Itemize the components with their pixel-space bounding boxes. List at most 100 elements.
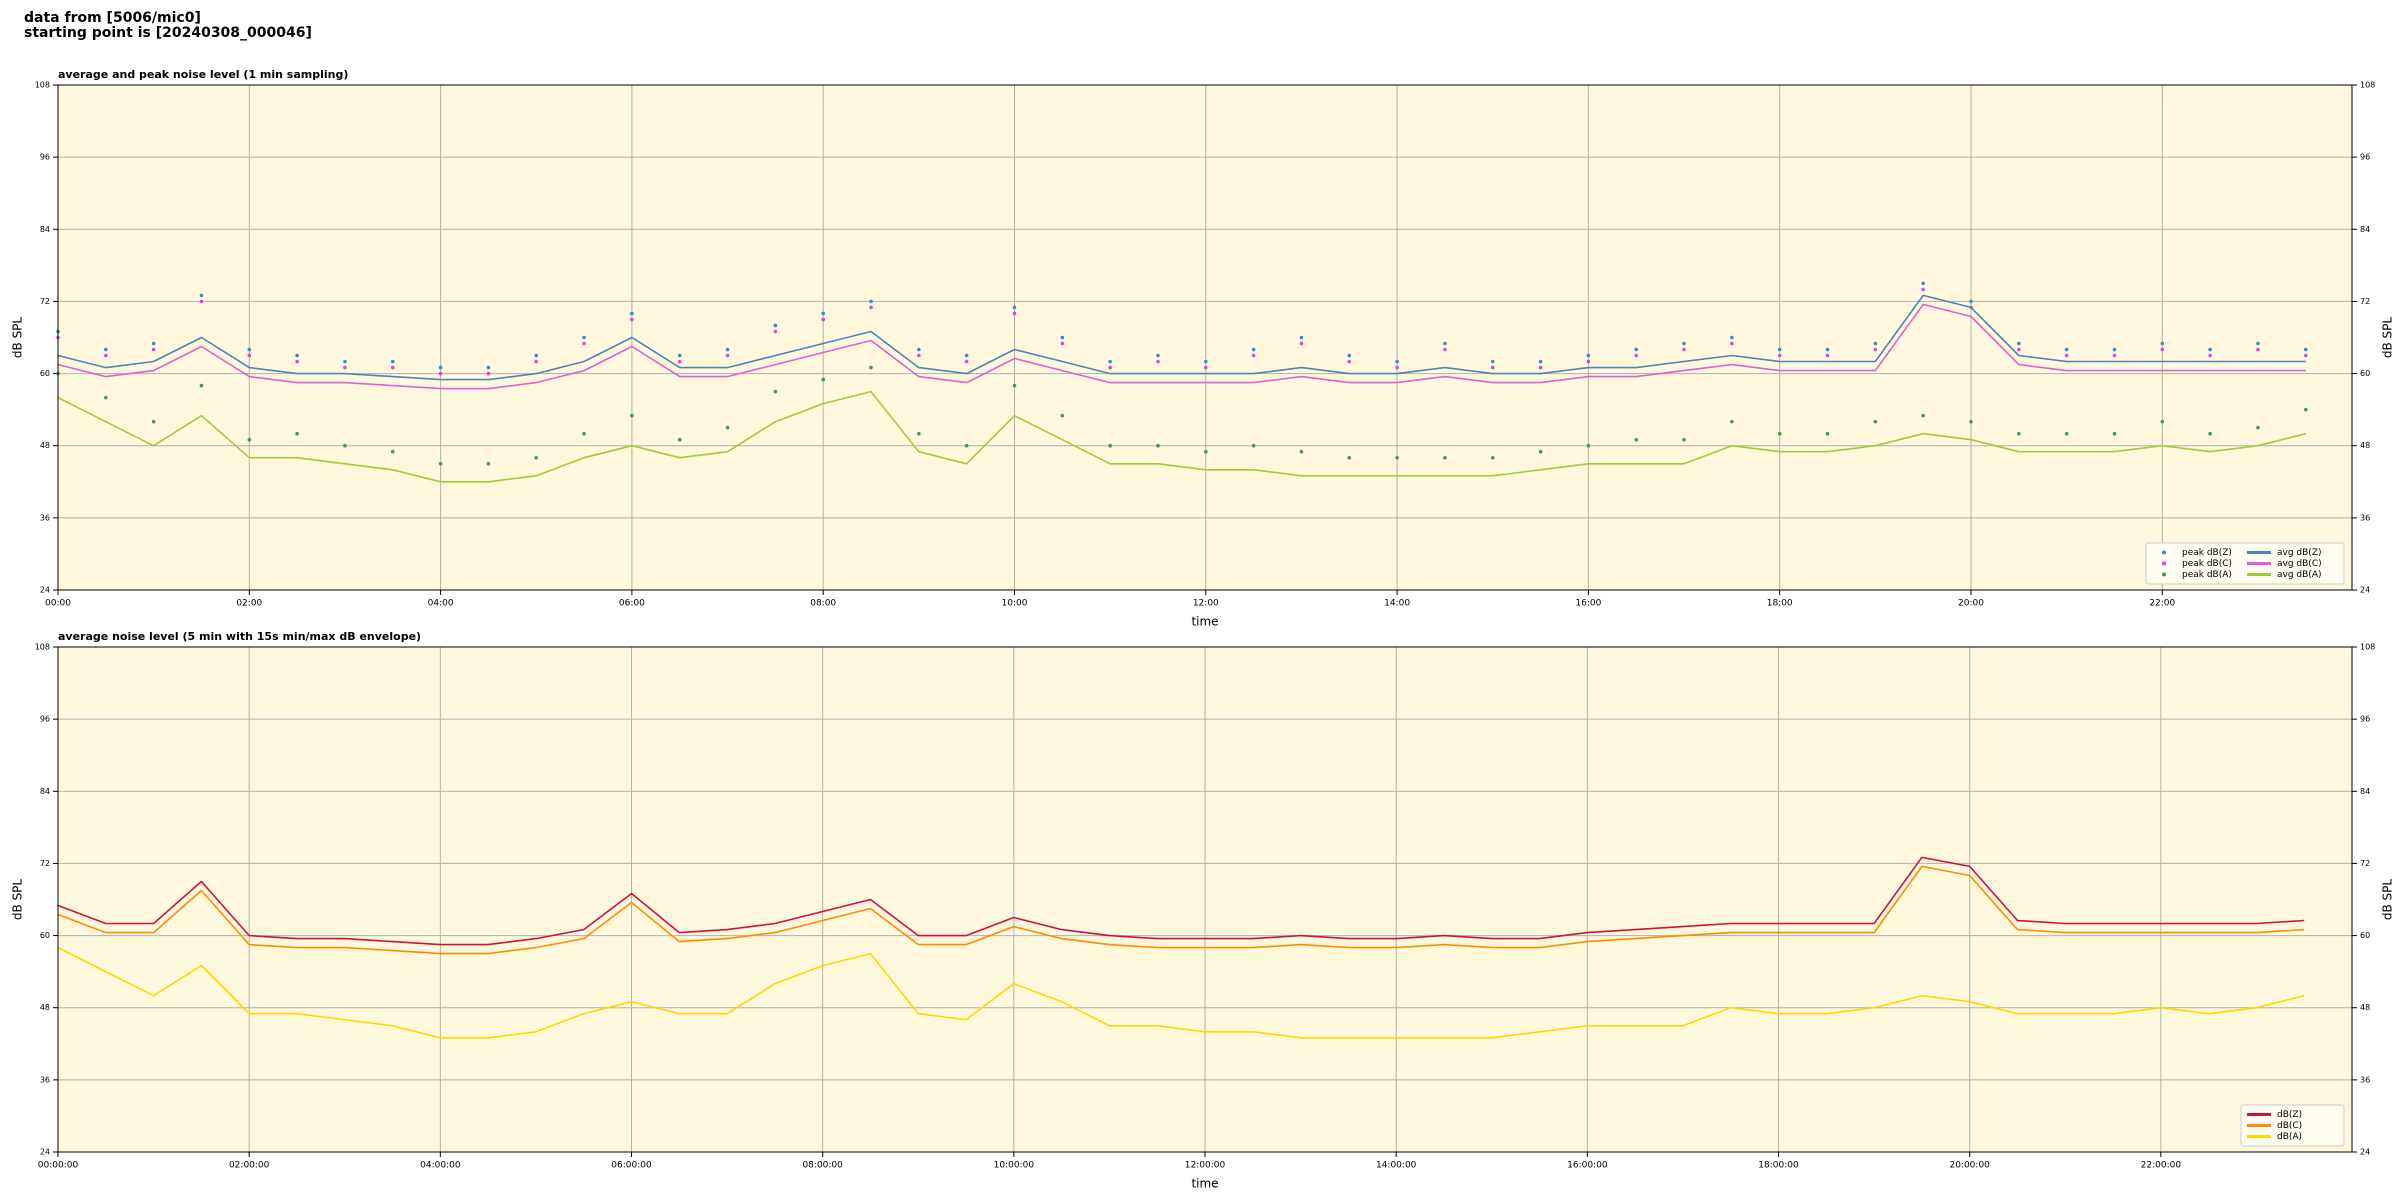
peak-point xyxy=(2208,431,2212,436)
peak-point xyxy=(1730,335,1734,340)
peak-point xyxy=(1490,455,1495,460)
series-line xyxy=(57,294,2306,381)
peak-point xyxy=(2064,353,2069,358)
y-tick-label: 72 xyxy=(40,859,50,868)
plot-background xyxy=(58,85,2352,590)
peak-point xyxy=(1921,287,1925,292)
peak-point xyxy=(1012,305,1017,310)
peak-point xyxy=(2303,407,2308,412)
y-tick-label: 60 xyxy=(40,369,50,378)
peak-point xyxy=(1395,455,1399,460)
y-tick-label: 24 xyxy=(40,586,50,595)
legend-label: dB(C) xyxy=(2277,1121,2302,1131)
series-line xyxy=(57,946,2305,1039)
peak-point xyxy=(390,359,395,364)
peak-point xyxy=(725,353,730,358)
y-tick-label: 96 xyxy=(2360,153,2370,162)
peak-point xyxy=(1299,341,1304,346)
peak-point xyxy=(917,431,921,436)
y-tick-label: 48 xyxy=(2360,441,2370,450)
x-tick-label: 06:00 xyxy=(619,599,645,609)
peak-point xyxy=(2256,347,2260,352)
peak-point xyxy=(1443,455,1447,460)
peak-point xyxy=(247,347,252,352)
peak-point xyxy=(1347,359,1352,364)
y-tick-label: 108 xyxy=(35,643,50,652)
peak-point xyxy=(343,443,347,448)
peak-point xyxy=(199,383,204,388)
peak-point xyxy=(1443,347,1447,352)
y-tick-label: 24 xyxy=(40,1148,50,1157)
peak-point xyxy=(1777,431,1782,436)
x-tick-label: 18:00 xyxy=(1767,599,1793,609)
peak-point xyxy=(1012,311,1017,316)
peak-point xyxy=(1251,347,1256,352)
peak-point xyxy=(1586,359,1591,364)
peak-point xyxy=(2112,431,2117,436)
peak-point xyxy=(2112,347,2117,352)
peak-point xyxy=(486,365,491,370)
peak-point xyxy=(2256,425,2260,430)
y-tick-label: 36 xyxy=(2360,1075,2370,1084)
legend-label: avg dB(A) xyxy=(2277,570,2321,580)
peak-point xyxy=(1873,347,1878,352)
peak-point xyxy=(2064,431,2069,436)
peak-point xyxy=(2017,341,2021,346)
peak-point xyxy=(1251,443,1256,448)
legend-label: peak dB(A) xyxy=(2182,570,2232,580)
peak-point xyxy=(773,329,778,334)
peak-point xyxy=(1538,359,1543,364)
peak-point xyxy=(582,335,586,340)
peak-point xyxy=(343,365,347,370)
peak-point xyxy=(869,305,873,310)
y-tick-label: 84 xyxy=(2360,787,2370,796)
peak-point xyxy=(869,365,873,370)
peak-point xyxy=(295,359,299,364)
peak-point xyxy=(821,377,825,382)
y-tick-label: 96 xyxy=(40,153,50,162)
y-tick-label: 84 xyxy=(2360,225,2370,234)
plot-frame xyxy=(57,84,2353,591)
peak-point xyxy=(1108,443,1112,448)
peak-point xyxy=(2208,347,2212,352)
peak-point xyxy=(1873,419,1878,424)
y-tick-label: 84 xyxy=(40,787,50,796)
peak-point xyxy=(917,347,921,352)
x-tick-label: 10:00 xyxy=(1002,599,1028,609)
y-tick-label: 96 xyxy=(2360,715,2370,724)
peak-point xyxy=(2208,353,2212,358)
x-tick-label: 04:00 xyxy=(428,599,454,609)
x-tick-label: 16:00 xyxy=(1575,599,1601,609)
peak-point xyxy=(1586,443,1591,448)
peak-point xyxy=(438,461,443,466)
peak-point xyxy=(1060,335,1065,340)
plot-frame xyxy=(57,646,2353,1153)
peak-point xyxy=(1825,353,1830,358)
peak-point xyxy=(1156,353,1160,358)
peak-point xyxy=(486,371,491,376)
x-tick-label: 18:00:00 xyxy=(1758,1161,1799,1171)
x-tick-label: 20:00:00 xyxy=(1949,1161,1990,1171)
peak-point xyxy=(964,443,969,448)
peak-point xyxy=(1251,353,1256,358)
peak-point xyxy=(1730,419,1734,424)
peak-point xyxy=(630,311,634,316)
peak-point xyxy=(725,347,730,352)
peak-point xyxy=(534,359,539,364)
peak-point xyxy=(1156,443,1160,448)
series-line xyxy=(57,865,2305,955)
y-tick-label: 72 xyxy=(40,297,50,306)
peak-point xyxy=(390,365,395,370)
peak-point xyxy=(1825,347,1830,352)
peak-point xyxy=(295,431,299,436)
peak-point xyxy=(1203,449,1208,454)
peak-point xyxy=(1682,347,1686,352)
peak-point xyxy=(677,353,682,358)
x-tick-label: 14:00 xyxy=(1384,599,1410,609)
peak-point xyxy=(1347,455,1352,460)
peak-point xyxy=(534,455,539,460)
peak-point xyxy=(534,353,539,358)
y-tick-label: 108 xyxy=(2360,643,2375,652)
peak-point xyxy=(1634,353,1639,358)
peak-point xyxy=(821,317,825,322)
